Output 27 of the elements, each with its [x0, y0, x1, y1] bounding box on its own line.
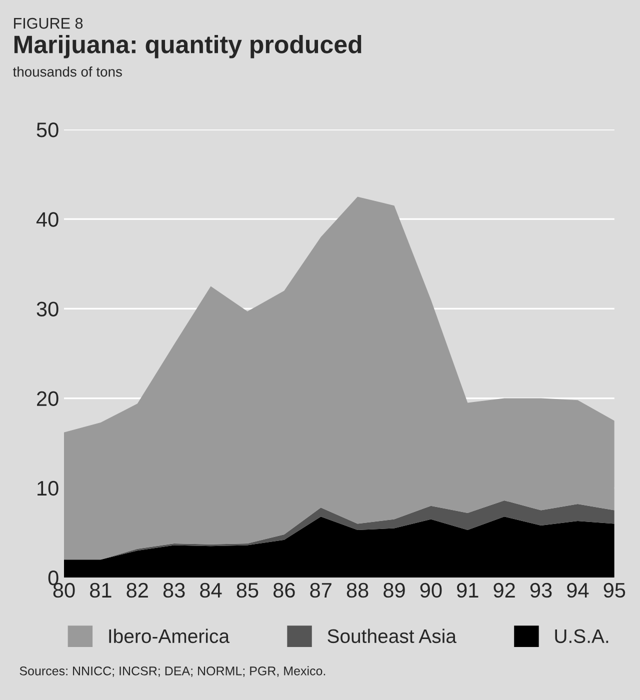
y-tick-label: 30 [36, 302, 58, 316]
y-tick-label: 40 [36, 212, 58, 227]
x-tick-label: 91 [457, 582, 478, 598]
x-tick-label: 94 [567, 582, 589, 598]
y-axis-title: thousands of tons [13, 66, 122, 77]
x-tick-label: 87 [310, 582, 332, 598]
x-tick-label: 84 [200, 582, 222, 598]
x-tick-label: 93 [530, 582, 552, 598]
x-tick-label: 90 [420, 582, 442, 598]
x-tick-label: 88 [346, 582, 368, 598]
source-note: Sources: NNICC; INCSR; DEA; NORML; PGR, Mexico. [20, 666, 326, 677]
legend-label: U.S.A. [555, 629, 608, 644]
x-tick-label: 92 [494, 582, 515, 598]
x-tick-label: 83 [163, 582, 185, 598]
y-tick-label: 50 [36, 122, 58, 138]
caption: FIGURE 8 [14, 18, 83, 29]
x-tick-label: 95 [604, 582, 626, 598]
y-tick-label: 10 [38, 480, 58, 496]
x-tick-label: 85 [236, 582, 258, 598]
legend-label: Southeast Asia [328, 628, 456, 644]
x-tick-label: 82 [126, 582, 148, 598]
legend-label: Ibero-America [109, 628, 230, 644]
x-tick-label: 81 [90, 582, 112, 598]
x-tick-label: 89 [384, 582, 405, 598]
y-tick-label: 20 [37, 391, 58, 406]
x-tick-label: 86 [273, 582, 295, 598]
chart-title: Marijuana: quantity produced [14, 35, 362, 58]
